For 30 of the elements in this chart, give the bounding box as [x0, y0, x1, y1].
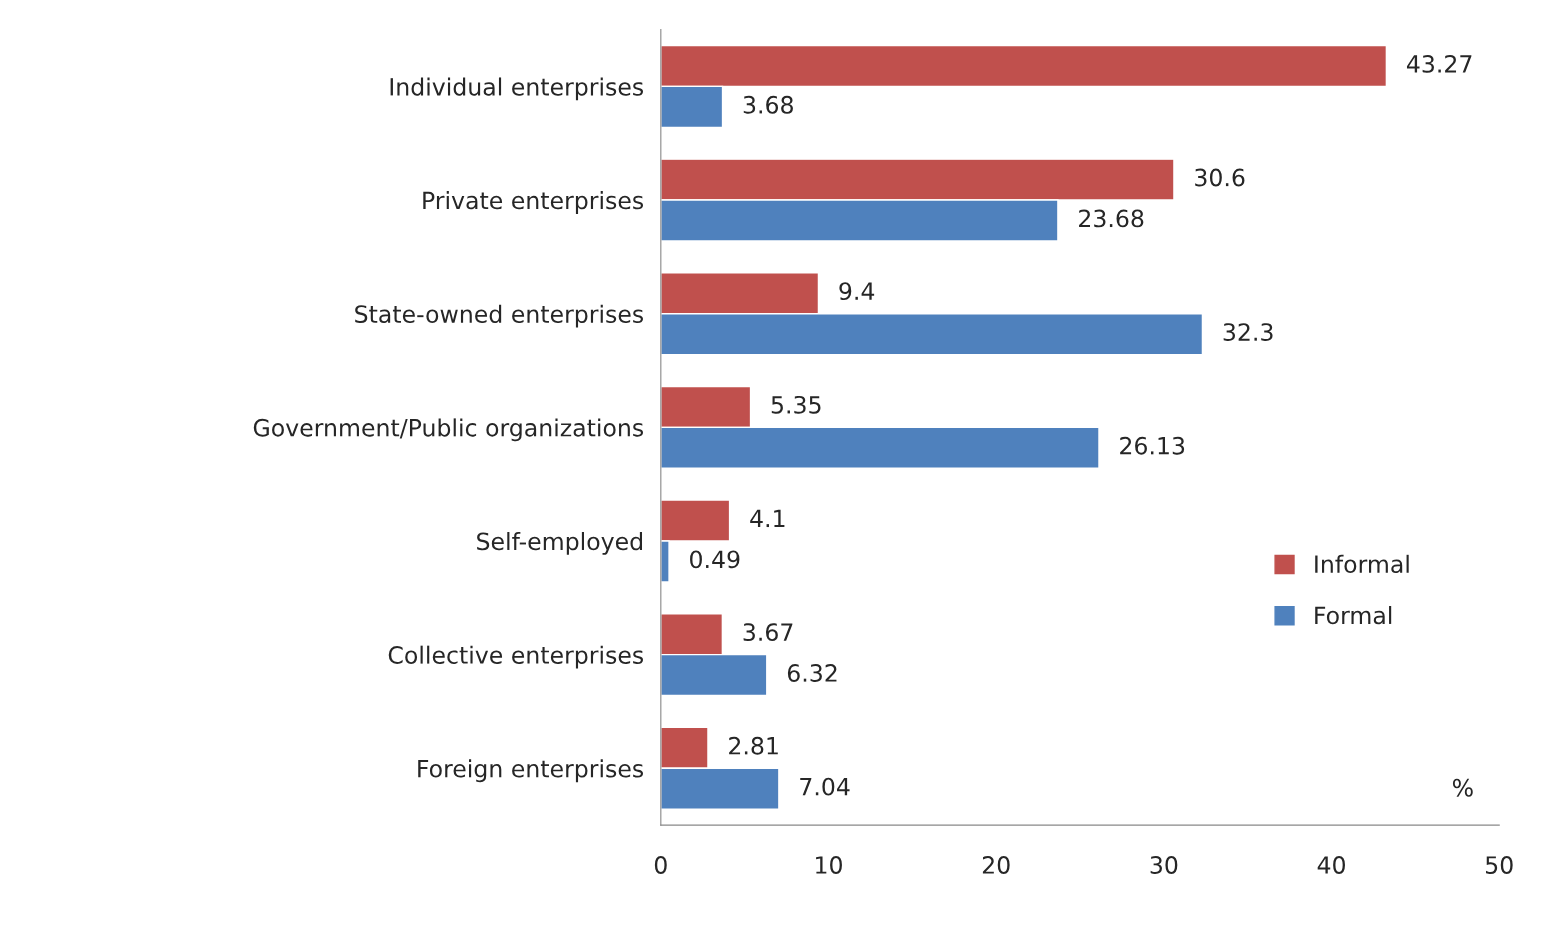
x-tick-label: 0: [654, 856, 667, 874]
y-tick-label: Foreign enterprises: [418, 759, 644, 783]
y-tick-label: State-owned enterprises: [355, 304, 644, 328]
data-label: 4.1: [750, 509, 785, 528]
data-label: 6.32: [787, 664, 837, 682]
y-tick-label: Collective enterprises: [388, 645, 644, 669]
x-tick-label: 30: [1150, 856, 1178, 874]
data-label: 3.67: [743, 623, 793, 642]
data-label: 32.3: [1223, 323, 1273, 342]
data-label: 30.6: [1195, 168, 1245, 187]
data-label: 7.04: [800, 777, 850, 796]
x-tick-label: 40: [1317, 856, 1345, 874]
y-tick-label: Private enterprises: [423, 191, 644, 214]
data-label: 0.49: [690, 550, 740, 569]
data-label: 3.68: [743, 95, 793, 114]
x-tick-label: 10: [816, 856, 842, 874]
legend-label: Formal: [1315, 605, 1392, 625]
legend-label: Informal: [1315, 554, 1409, 574]
data-label: 9.4: [839, 282, 875, 301]
x-tick-label: 20: [982, 856, 1010, 874]
data-label: 43.27: [1406, 54, 1472, 73]
annotation: %: [1452, 778, 1473, 797]
data-label: 26.13: [1120, 436, 1185, 455]
data-label: 23.68: [1079, 209, 1144, 228]
x-tick-label: 50: [1486, 856, 1513, 874]
data-label: 2.81: [729, 736, 778, 755]
y-tick-label: Individual enterprises: [390, 77, 644, 101]
y-tick-label: Self-employed: [477, 532, 643, 555]
data-label: 5.35: [771, 395, 821, 414]
y-tick-label: Government/Public organizations: [253, 418, 644, 442]
